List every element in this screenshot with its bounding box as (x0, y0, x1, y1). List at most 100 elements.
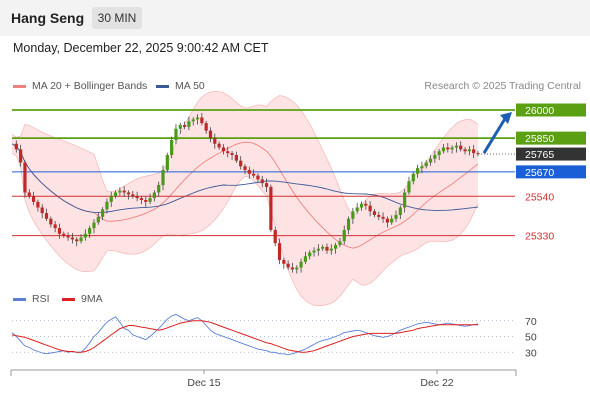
candle-body (308, 252, 312, 257)
candle-body (355, 207, 359, 212)
rsi-tick-label-70: 70 (525, 316, 537, 328)
candle-body (463, 149, 467, 152)
candle-body (359, 203, 364, 208)
timestamp: Monday, December 22, 2025 9:00:42 AM CET (13, 41, 269, 55)
level-label-26000: 26000 (525, 105, 554, 117)
candle-body (312, 250, 316, 253)
legend-bollinger: MA 20 + Bollinger Bands (13, 80, 147, 92)
candle-body (252, 173, 256, 176)
rsi-line (11, 313, 479, 356)
candle-body (290, 267, 295, 270)
legend-label-bollinger: MA 20 + Bollinger Bands (32, 80, 148, 92)
candle-body (49, 218, 53, 225)
level-label-25670: 25670 (525, 167, 554, 179)
candle-body (105, 201, 109, 210)
candle-body (230, 153, 234, 155)
candle-body (208, 130, 213, 139)
candle-body (96, 216, 100, 223)
candle-body (139, 198, 144, 200)
candles-group (14, 113, 480, 274)
candle-body (44, 213, 49, 219)
candle-body (454, 145, 459, 148)
level-label-bg-26000 (516, 103, 586, 117)
legend-label-ma50: MA 50 (175, 80, 205, 92)
candle-body (282, 260, 286, 264)
candle-body (75, 239, 79, 242)
candle-body (381, 216, 385, 219)
candle-body (200, 117, 204, 124)
candle-body (182, 125, 187, 127)
candle-body (415, 168, 420, 174)
bollinger-band-area (12, 91, 478, 306)
header-bar: Hang Seng 30 MIN (0, 0, 590, 36)
candle-body (433, 155, 437, 159)
forecast-arrow-head (500, 112, 512, 124)
candle-body (450, 147, 454, 150)
candle-body (390, 218, 394, 223)
candle-body (126, 192, 131, 195)
candle-body (346, 218, 351, 230)
candle-body (420, 166, 424, 169)
candle-body (109, 196, 113, 202)
candle-body (299, 261, 303, 268)
candle-body (204, 123, 208, 131)
candle-body (14, 143, 18, 150)
candle-body (191, 119, 195, 122)
candle-body (476, 153, 480, 155)
legend-swatch-9ma (62, 297, 75, 301)
candle-body (247, 170, 251, 174)
candle-body (316, 248, 320, 251)
rsi-tick-label-50: 50 (525, 332, 537, 344)
candle-body (428, 158, 433, 163)
legend-label-9ma: 9MA (81, 293, 103, 305)
candle-body (178, 125, 182, 129)
candle-body (31, 196, 36, 202)
legend-ma50: MA 50 (156, 80, 205, 92)
legend-swatch-bollinger (13, 84, 26, 88)
candle-body (152, 192, 156, 199)
candle-body (170, 140, 174, 155)
candle-body (88, 228, 92, 234)
bollinger-upper-line (11, 90, 479, 218)
candle-body (101, 209, 105, 217)
rsi-9ma-line (11, 320, 478, 353)
candle-body (351, 211, 355, 219)
candle-body (403, 192, 407, 208)
candle-body (295, 267, 299, 270)
candle-body (269, 186, 273, 230)
candle-body (165, 155, 169, 170)
candle-body (329, 248, 333, 251)
level-label-25765: 25765 (525, 149, 554, 161)
timeframe-badge[interactable]: 30 MIN (92, 7, 142, 29)
candle-body (260, 179, 264, 184)
candle-body (437, 151, 441, 155)
candle-body (394, 215, 398, 219)
candle-body (385, 218, 389, 223)
candle-body (398, 207, 402, 215)
candle-body (334, 245, 338, 249)
forecast-arrow-shaft (482, 116, 508, 154)
candle-body (321, 246, 325, 249)
candle-body (441, 147, 446, 152)
candle-body (40, 207, 44, 214)
candle-body (407, 181, 411, 193)
candle-body (303, 256, 308, 262)
level-label-bg-25850 (516, 131, 586, 145)
candle-body (226, 151, 230, 154)
candle-body (472, 149, 476, 154)
candle-body (424, 162, 428, 167)
bollinger-lower-line (11, 152, 479, 307)
candle-body (239, 160, 243, 167)
candle-body (338, 241, 342, 245)
candle-body (217, 143, 221, 148)
candle-body (325, 246, 329, 251)
x-tick-label-1: Dec 22 (420, 377, 453, 389)
candle-body (264, 183, 269, 187)
level-label-25330: 25330 (525, 231, 554, 243)
candle-body (62, 233, 66, 236)
candle-body (131, 194, 135, 197)
candle-body (157, 185, 161, 193)
candle-body (243, 166, 247, 170)
candle-body (213, 138, 217, 144)
